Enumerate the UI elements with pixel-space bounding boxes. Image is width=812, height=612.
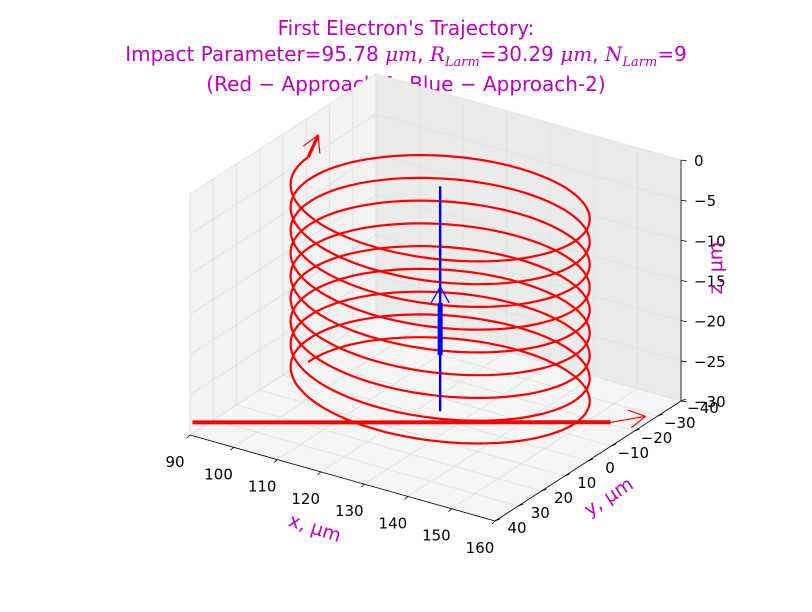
- y-tick: [611, 443, 617, 447]
- y-tick-label: 10: [577, 474, 596, 492]
- z-tick: [680, 199, 688, 202]
- x-tick: [404, 496, 409, 500]
- x-tick-label: 110: [248, 478, 277, 496]
- helix-exit-arrow: [303, 134, 321, 154]
- z-tick-label: −30: [694, 393, 726, 411]
- x-tick-label: 100: [204, 465, 233, 483]
- blue-arrow: [430, 285, 450, 304]
- gridline-z: [189, 274, 682, 396]
- x-tick: [186, 434, 191, 439]
- z-tick-label: 0: [694, 152, 704, 170]
- y-tick: [587, 458, 594, 462]
- y-tick-label: −30: [664, 414, 696, 432]
- x-tick: [230, 447, 234, 451]
- y-tick: [494, 518, 501, 522]
- y-tick: [541, 488, 547, 492]
- axis-ticks: 90100110120130140150160−40−30−20−1001020…: [165, 152, 725, 557]
- z-tick: [680, 400, 688, 403]
- x-tick: [273, 459, 278, 463]
- gridline-z: [189, 194, 682, 315]
- helix-exit-segment: [306, 134, 320, 158]
- y-tick: [564, 473, 570, 477]
- y-tick-label: 30: [531, 504, 550, 522]
- z-tick: [680, 320, 688, 323]
- helix-entry-shaft: [605, 415, 646, 424]
- series-approach-1: [192, 134, 647, 445]
- x-tick: [317, 471, 321, 476]
- gridline-z: [189, 113, 682, 235]
- gridline-z: [189, 153, 682, 275]
- x-tick-label: 160: [466, 539, 495, 557]
- x-tick-label: 140: [379, 514, 408, 532]
- helix-entry-arrow: [628, 409, 647, 429]
- y-tick: [680, 398, 687, 402]
- x-tick-label: 90: [165, 453, 184, 471]
- y-tick: [518, 503, 524, 507]
- x-axis-line: [189, 434, 496, 522]
- z-tick-label: −25: [694, 353, 726, 371]
- chart-title-line-1: First Electron's Trajectory:: [277, 16, 535, 40]
- helix-line: [289, 154, 591, 445]
- z-tick-label: −10: [694, 232, 726, 250]
- z-tick: [680, 159, 688, 162]
- chart-title-line-2: Impact Parameter=95.78 μm, RLarm=30.29 μ…: [125, 42, 687, 70]
- z-tick-label: −20: [694, 313, 726, 331]
- z-tick: [680, 280, 688, 282]
- z-tick: [680, 239, 688, 242]
- y-tick-label: −10: [617, 444, 649, 462]
- y-tick-label: 20: [554, 489, 573, 507]
- series-approach-2: [430, 186, 450, 412]
- z-tick-label: −5: [694, 192, 716, 210]
- z-axis-label: z, μm: [705, 242, 727, 295]
- x-tick-label: 120: [291, 490, 320, 508]
- z-tick: [680, 360, 688, 363]
- x-tick: [491, 520, 496, 525]
- gridline-z: [189, 73, 682, 195]
- x-tick: [361, 483, 365, 488]
- axes-panes: [190, 74, 681, 521]
- x-tick: [448, 508, 452, 512]
- gridline-z: [189, 234, 682, 356]
- y-tick-label: −20: [641, 429, 673, 447]
- x-tick-label: 130: [335, 502, 364, 520]
- y-tick: [657, 413, 663, 417]
- x-tick-label: 150: [422, 527, 451, 545]
- z-tick-label: −15: [694, 273, 726, 291]
- y-tick-label: 0: [605, 459, 615, 477]
- y-tick: [634, 428, 640, 432]
- y-tick-label: −40: [687, 399, 719, 417]
- y-tick-label: 40: [507, 519, 526, 537]
